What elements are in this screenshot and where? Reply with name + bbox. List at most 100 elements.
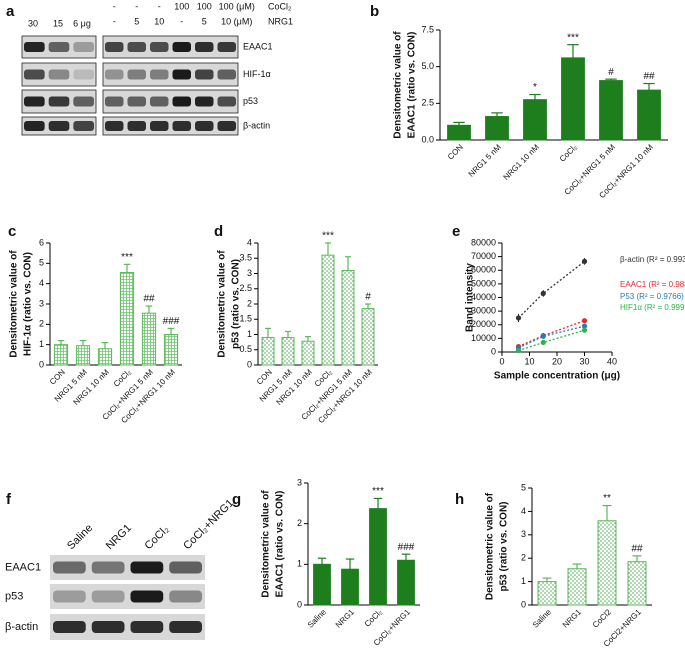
bar [75, 345, 91, 366]
y-tick-label: 2 [247, 298, 252, 308]
blot-background [21, 62, 97, 87]
x-tick-label: CoCl₂ [558, 143, 579, 164]
y-tick-label: 0.5 [239, 344, 252, 354]
lane-label: 100 [197, 1, 212, 11]
x-tick-label: NRG1 [561, 607, 583, 629]
legend-label: P53 (R² = 0.9766) [620, 292, 684, 301]
blot-band [150, 121, 169, 131]
data-point [540, 339, 546, 346]
lane-label: 15 [53, 18, 63, 28]
blot-background [50, 584, 205, 609]
lane-label: - [113, 1, 116, 11]
significance-label: *** [372, 486, 384, 497]
significance-label: ## [643, 71, 655, 82]
data-point [581, 318, 588, 324]
y-tick-label: 20000 [471, 319, 496, 329]
blot-band [91, 590, 125, 603]
y-tick-label: 2 [39, 319, 44, 329]
blot-band [127, 96, 146, 107]
data-point [581, 323, 588, 329]
trend-line [518, 329, 585, 352]
y-tick-label: 50000 [471, 278, 496, 288]
y-tick-label: 3 [247, 268, 252, 278]
blot-background [102, 62, 239, 87]
y-tick-label: 7.5 [421, 24, 434, 34]
y-tick-label: 3.5 [239, 253, 252, 263]
y-tick-label: 0.0 [421, 134, 434, 144]
bar [163, 334, 179, 366]
y-axis-label: Densitometric value of [485, 492, 496, 600]
legend-label: EAAC1 (R² = 0.9885) [620, 280, 685, 289]
blot-background [102, 35, 239, 59]
y-axis-label: p53 (ratio vs. CON) [499, 501, 510, 591]
blot-band [105, 121, 124, 131]
lane-label: - [180, 16, 183, 26]
legend-label: β-actin (R² = 0.9937) [620, 255, 685, 264]
blot-band [217, 42, 236, 52]
blot-band [130, 621, 164, 633]
y-tick-label: 3 [39, 298, 44, 308]
bar [597, 520, 617, 606]
lane-label: Saline [65, 522, 95, 552]
lane-label: 10 (μM) [221, 16, 252, 26]
blot-band [127, 42, 146, 52]
blot-band [53, 561, 86, 574]
blot-band [217, 121, 236, 131]
blot-band [53, 590, 86, 603]
panel-letter: c [8, 223, 16, 240]
blot-band [217, 69, 236, 80]
x-tick-label: NRG1 10 nM [502, 142, 542, 182]
y-axis-label: Densitometric value of [9, 250, 20, 358]
y-axis-label: EAAC1 (ratio vs. CON) [275, 491, 286, 598]
blot-band [172, 69, 191, 80]
x-tick-label: 40 [607, 356, 617, 366]
blot-band [48, 121, 70, 131]
y-axis-label: p53 (ratio vs. CON) [231, 259, 242, 349]
blot-background [102, 89, 239, 114]
y-tick-label: 0 [521, 599, 526, 609]
x-axis-label: Sample concentration (μg) [494, 371, 620, 382]
x-tick-label: Saline [306, 607, 328, 629]
row-label: EAAC1 [243, 41, 273, 51]
blot-band [24, 96, 45, 107]
bar [599, 80, 623, 141]
blot-band [73, 96, 94, 107]
lane-label: 100 (μM) [219, 1, 255, 11]
bar [341, 568, 359, 606]
blot-band [91, 561, 125, 574]
y-tick-label: 3 [521, 529, 526, 539]
y-axis-label: Band intensity [465, 263, 476, 332]
bar [567, 568, 587, 606]
y-tick-label: 0 [39, 359, 44, 369]
bar [523, 99, 547, 141]
significance-label: ### [398, 542, 415, 553]
y-tick-label: 1 [247, 329, 252, 339]
x-tick-label: CoCl₂ [363, 608, 384, 629]
bar [397, 559, 415, 606]
y-tick-label: 10000 [471, 333, 496, 343]
y-tick-label: 4 [247, 237, 252, 247]
lane-label: - [135, 1, 138, 11]
bar [313, 563, 331, 606]
blot-band [195, 69, 214, 80]
y-axis-label: Densitometric value of [217, 250, 228, 358]
row-label: HIF-1α [243, 69, 271, 79]
y-tick-label: 3 [297, 477, 302, 487]
y-tick-label: 0 [491, 346, 496, 356]
significance-label: ## [143, 294, 155, 305]
blot-band [195, 96, 214, 107]
blot-band [105, 69, 124, 80]
y-tick-label: 4 [39, 278, 44, 288]
bar [561, 57, 585, 141]
y-tick-label: 2 [521, 553, 526, 563]
blot-band [195, 121, 214, 131]
panel-letter: b [370, 3, 379, 20]
row-label: p53 [243, 96, 258, 106]
x-tick-label: 20 [552, 356, 562, 366]
lane-label: 5 [134, 16, 139, 26]
significance-label: ## [631, 544, 643, 555]
bar [485, 116, 509, 141]
bar [341, 269, 355, 366]
trend-line [518, 320, 585, 348]
y-tick-label: 1.5 [239, 314, 252, 324]
